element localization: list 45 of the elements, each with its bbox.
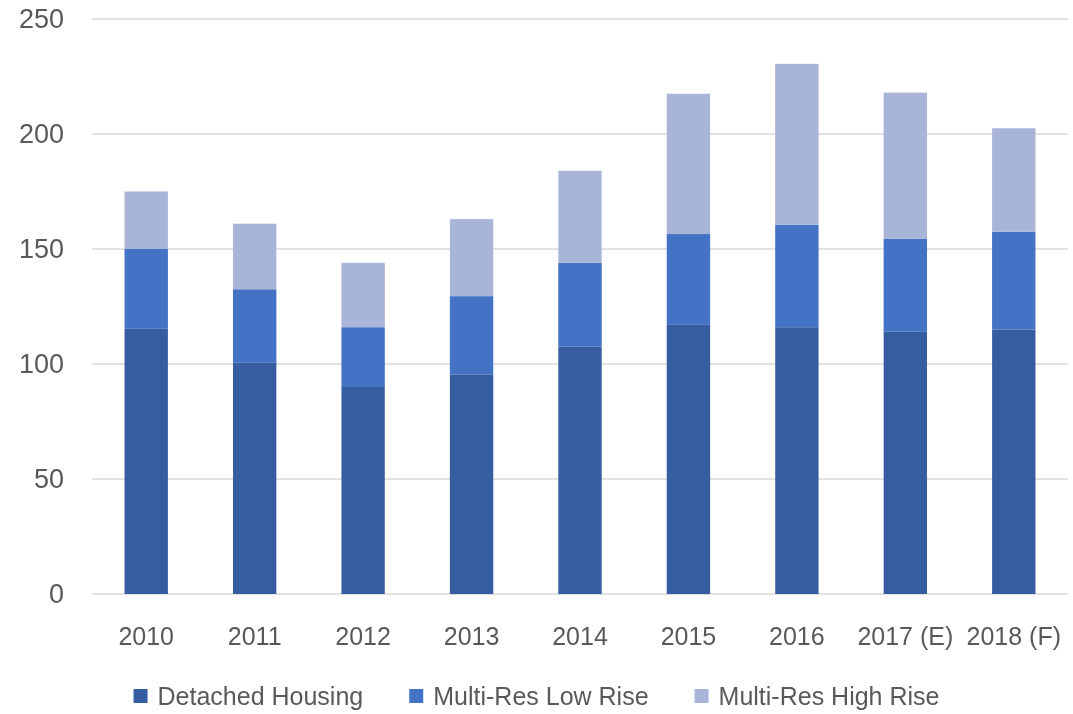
- bar: [775, 224, 819, 328]
- bar: [124, 249, 168, 329]
- y-tick-label: 200: [18, 119, 64, 150]
- bar: [666, 234, 711, 325]
- bar: [775, 63, 819, 225]
- x-tick-label: 2014: [552, 621, 608, 650]
- bar: [124, 328, 168, 594]
- x-tick-label: 2018 (F): [966, 621, 1062, 650]
- bar: [232, 223, 277, 290]
- y-tick-label: 250: [18, 4, 64, 35]
- legend-label: Multi-Res Low Rise: [433, 681, 649, 710]
- bar: [449, 219, 494, 297]
- bar: [232, 289, 277, 363]
- x-tick-label: 2015: [660, 621, 717, 650]
- bar: [883, 331, 928, 594]
- y-tick-label: 0: [48, 579, 64, 610]
- bar: [341, 387, 385, 594]
- y-tick-label: 50: [33, 464, 64, 495]
- bar: [449, 374, 494, 594]
- bar: [992, 329, 1036, 594]
- x-tick-label: 2012: [335, 621, 391, 650]
- y-tick-label: 100: [18, 349, 64, 380]
- x-tick-label: 2011: [227, 621, 282, 650]
- bar: [558, 262, 602, 347]
- legend-label: Multi-Res High Rise: [718, 681, 940, 710]
- bar: [992, 128, 1036, 232]
- bar: [341, 262, 385, 328]
- bar: [558, 170, 602, 263]
- bar: [883, 238, 928, 332]
- legend-label: Detached Housing: [157, 681, 364, 710]
- bar: [124, 191, 168, 249]
- bar: [341, 327, 385, 387]
- bar: [775, 327, 819, 594]
- bar: [992, 231, 1036, 330]
- bar: [883, 92, 928, 239]
- bar: [558, 346, 602, 594]
- x-tick-label: 2017 (E): [857, 621, 954, 650]
- x-tick-label: 2010: [118, 621, 175, 650]
- bar: [666, 93, 711, 235]
- x-tick-label: 2013: [443, 621, 500, 650]
- x-tick-label: 2016: [769, 621, 825, 650]
- y-tick-label: 150: [18, 234, 64, 265]
- bar: [232, 362, 277, 594]
- bar: [666, 324, 711, 594]
- bar: [449, 296, 494, 375]
